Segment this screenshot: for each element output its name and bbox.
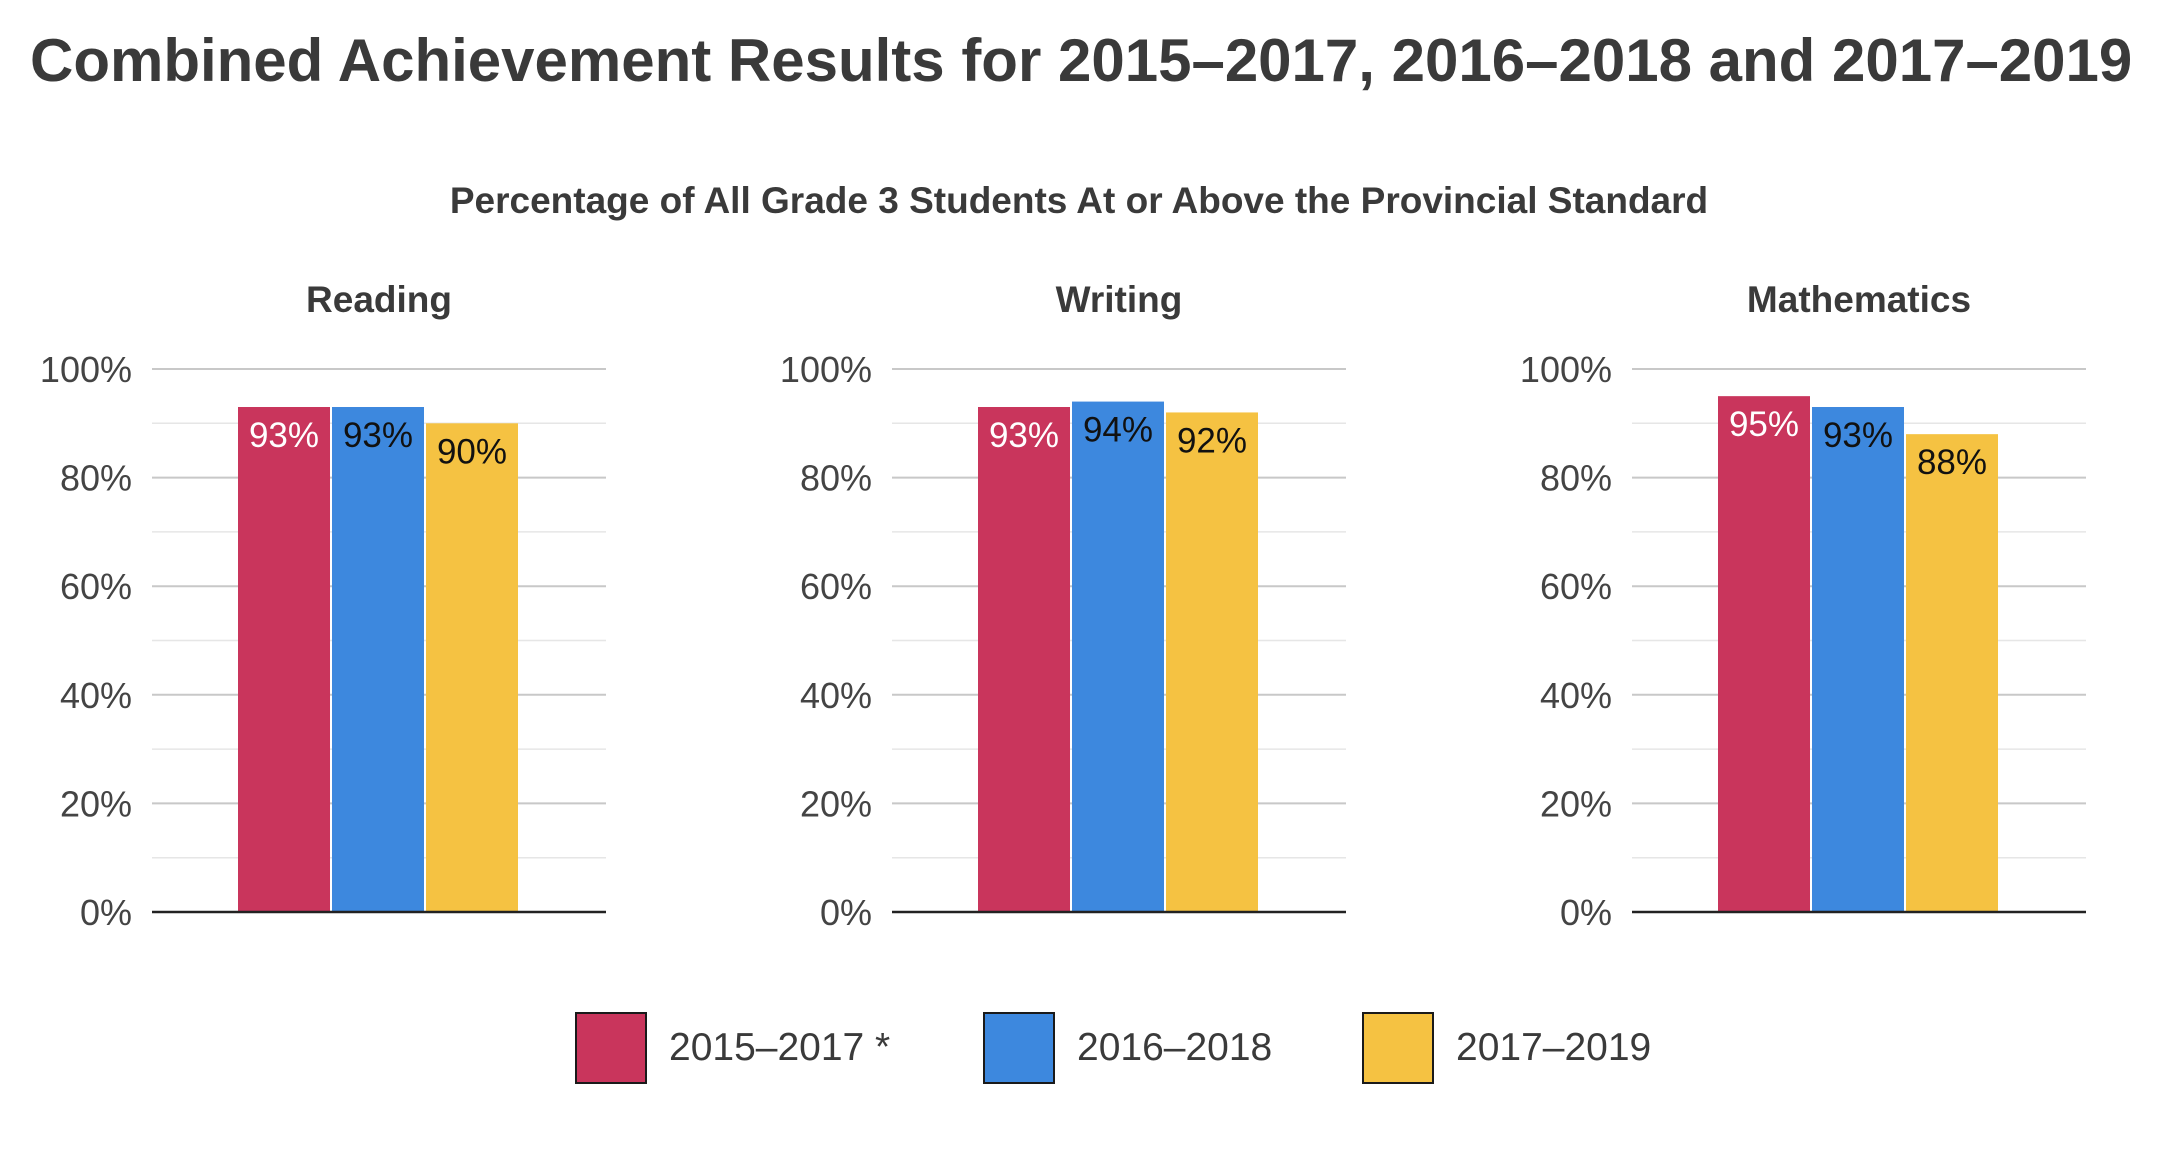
legend: 2015–2017 * 2016–2018 2017–2019 [0, 1010, 2158, 1090]
y-tick-label: 80% [1540, 458, 1612, 499]
legend-item-2016-2018[interactable]: 2016–2018 [983, 1010, 1272, 1086]
bar-writing-2[interactable] [1072, 401, 1164, 912]
data-label-reading-3: 90% [437, 432, 507, 471]
data-label-reading-1: 93% [249, 416, 319, 455]
legend-label-2016-2018: 2016–2018 [1077, 1026, 1273, 1069]
legend-label-2015-2017: 2015–2017 * [669, 1026, 891, 1069]
bar-reading-3[interactable] [426, 423, 518, 912]
y-tick-label: 40% [60, 675, 132, 716]
chart-title-mathematics: Mathematics [1747, 279, 1971, 320]
y-tick-label: 0% [820, 892, 872, 933]
legend-item-2015-2017[interactable]: 2015–2017 * [575, 1010, 890, 1086]
y-tick-label: 60% [800, 566, 872, 607]
bar-writing-1[interactable] [978, 407, 1070, 912]
chart-title-writing: Writing [1056, 279, 1183, 320]
legend-swatch-2016-2018 [983, 1012, 1055, 1084]
bar-reading-1[interactable] [238, 407, 330, 912]
data-label-mathematics-1: 95% [1729, 405, 1799, 444]
chart-mathematics: Mathematics 0% 20% 40% 60% 80% 100% 95% 93% 88% [1520, 279, 2086, 933]
y-tick-label: 80% [60, 458, 132, 499]
chart-reading: Reading 0% 20% 40% 60% 80% 100% 93% 93% 90% [40, 279, 606, 933]
data-label-reading-2: 93% [343, 416, 413, 455]
y-tick-label: 100% [780, 349, 872, 390]
chart-title-reading: Reading [306, 279, 452, 320]
legend-item-2017-2019[interactable]: 2017–2019 [1362, 1010, 1651, 1086]
y-tick-label: 0% [1560, 892, 1612, 933]
y-tick-label: 20% [60, 783, 132, 824]
data-label-writing-3: 92% [1177, 421, 1247, 460]
legend-swatch-2015-2017 [575, 1012, 647, 1084]
data-label-mathematics-2: 93% [1823, 416, 1893, 455]
chart-subtitle: Percentage of All Grade 3 Students At or… [449, 180, 1709, 221]
legend-swatch-2017-2019 [1362, 1012, 1434, 1084]
y-tick-label: 100% [40, 349, 132, 390]
bar-writing-3[interactable] [1166, 412, 1258, 912]
y-tick-label: 20% [800, 783, 872, 824]
bar-mathematics-3[interactable] [1906, 434, 1998, 912]
bar-mathematics-1[interactable] [1718, 396, 1810, 912]
bar-mathematics-2[interactable] [1812, 407, 1904, 912]
data-label-mathematics-3: 88% [1917, 443, 1987, 482]
y-tick-label: 0% [80, 892, 132, 933]
y-tick-label: 40% [800, 675, 872, 716]
bar-reading-2[interactable] [332, 407, 424, 912]
chart-writing: Writing 0% 20% 40% 60% 80% 100% 93% 94% 92% [780, 279, 1346, 933]
data-label-writing-2: 94% [1083, 411, 1153, 450]
legend-label-2017-2019: 2017–2019 [1456, 1026, 1652, 1069]
y-tick-label: 60% [60, 566, 132, 607]
y-tick-label: 20% [1540, 783, 1612, 824]
y-tick-label: 100% [1520, 349, 1612, 390]
page-title: Combined Achievement Results for 2015–20… [30, 27, 2133, 94]
data-label-writing-1: 93% [989, 416, 1059, 455]
y-tick-label: 60% [1540, 566, 1612, 607]
y-tick-label: 80% [800, 458, 872, 499]
y-tick-label: 40% [1540, 675, 1612, 716]
